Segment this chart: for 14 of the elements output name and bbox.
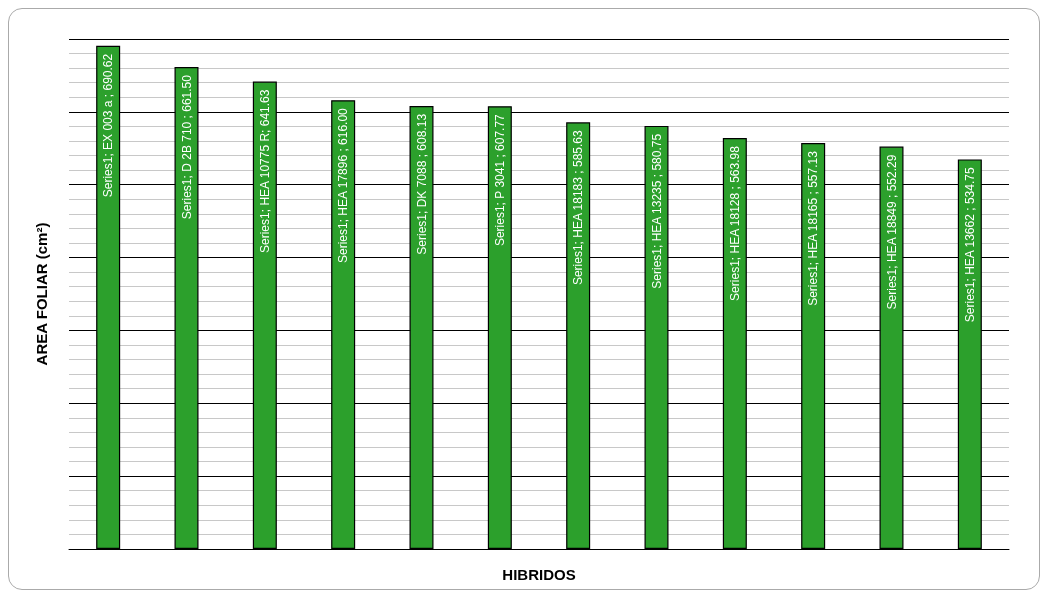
data-label: Series1; HEA 13235 ; 580.75 bbox=[649, 133, 664, 289]
data-label: Series1; HEA 18183 ; 585.63 bbox=[571, 130, 586, 286]
data-label: Series1; HEA 17896 ; 616.00 bbox=[336, 107, 351, 263]
data-label: Series1; HEA 18165 ; 557.13 bbox=[806, 150, 821, 306]
data-label: Series1; EX 003 a ; 690.62 bbox=[101, 53, 116, 198]
data-label: Series1; D 2B 710 ; 661.50 bbox=[179, 74, 194, 220]
data-label: Series1; HEA 18128 ; 563.98 bbox=[727, 145, 742, 301]
data-label: Series1; HEA 10775 R; 641.63 bbox=[257, 89, 272, 253]
data-label: Series1; HEA 18849 ; 552.29 bbox=[884, 154, 899, 310]
y-axis-title: AREA FOLIAR (cm²) bbox=[33, 222, 50, 366]
data-label: Series1; DK 7088 ; 608.13 bbox=[414, 113, 429, 255]
x-axis-title: HIBRIDOS bbox=[502, 566, 576, 583]
data-label: Series1; HEA 13662 ; 534.75 bbox=[962, 167, 977, 323]
data-label: Series1; P 3041 ; 607.77 bbox=[492, 113, 507, 247]
